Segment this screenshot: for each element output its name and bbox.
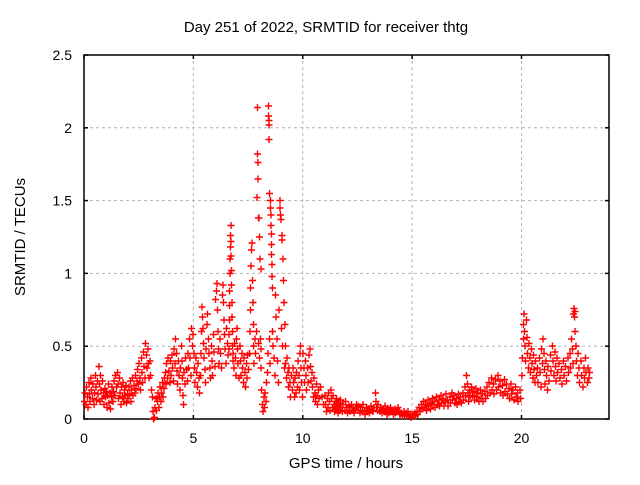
y-tick-label: 2.5 <box>53 47 73 63</box>
x-tick-label: 20 <box>514 430 530 446</box>
x-tick-label: 15 <box>404 430 420 446</box>
data-points <box>81 102 593 423</box>
y-axis-label: SRMTID / TECUs <box>12 178 29 296</box>
x-tick-label: 0 <box>80 430 88 446</box>
scatter-points-plus-markers <box>81 102 593 423</box>
y-tick-label: 1 <box>64 265 72 281</box>
x-tick-label: 5 <box>189 430 197 446</box>
y-tick-label: 0 <box>64 411 72 427</box>
gridlines <box>84 55 609 419</box>
y-tick-label: 1.5 <box>53 193 73 209</box>
x-axis-label: GPS time / hours <box>289 455 403 472</box>
y-tick-label: 0.5 <box>53 338 73 354</box>
x-tick-label: 10 <box>295 430 311 446</box>
y-tick-label: 2 <box>64 120 72 136</box>
tick-labels: 0 5 10 15 20 0 0.5 1 1.5 2 2.5 <box>53 47 530 446</box>
chart-title: Day 251 of 2022, SRMTID for receiver tht… <box>184 19 468 36</box>
plot-border <box>83 54 610 420</box>
